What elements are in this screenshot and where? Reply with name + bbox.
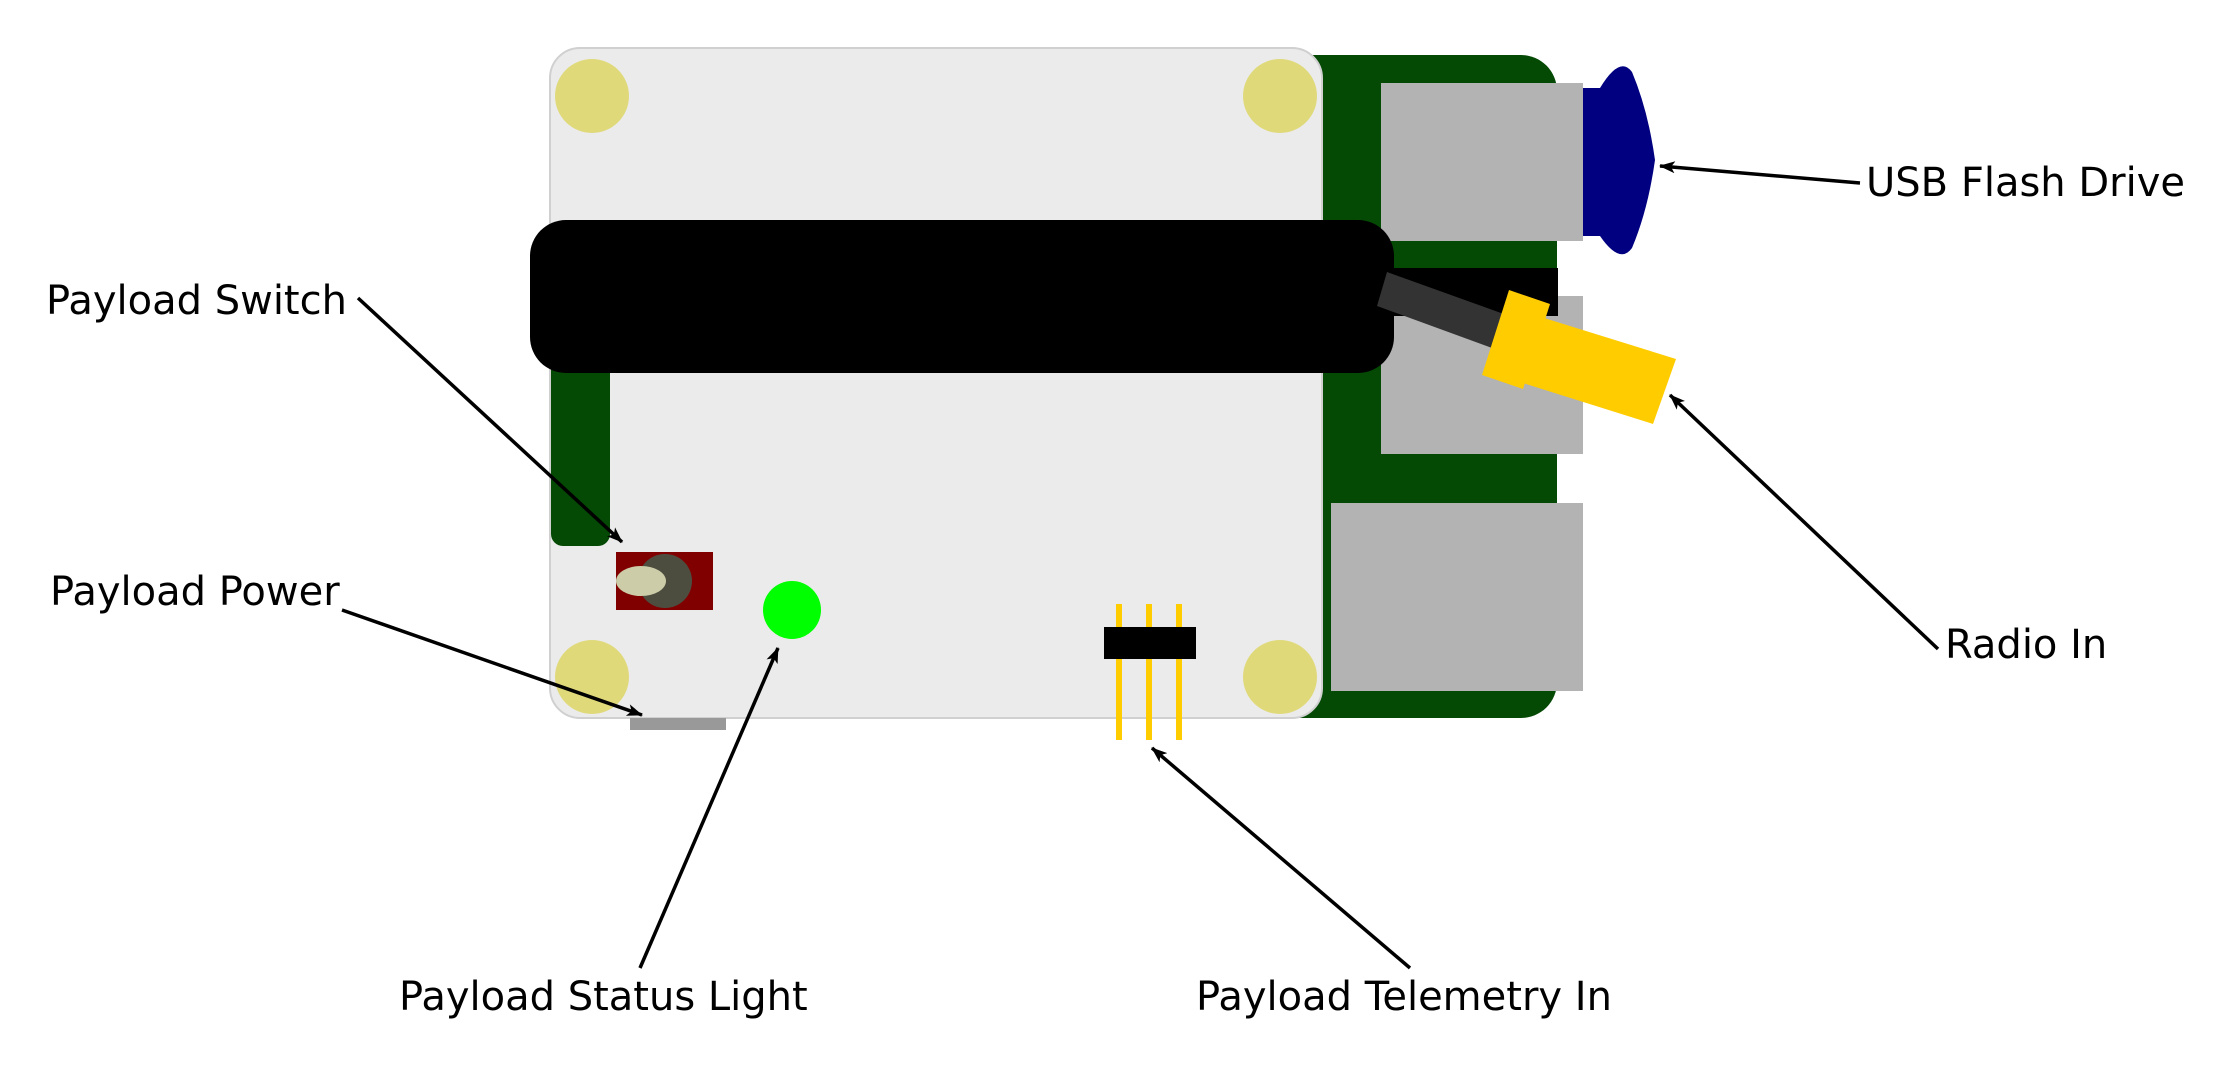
payload-status-light-leader (638, 647, 780, 969)
usb-port-top (1381, 83, 1583, 241)
usb-flash-drive (1583, 66, 1655, 255)
label-payload-status-light: Payload Status Light (399, 974, 808, 1020)
radio-in-connector-nut (1482, 290, 1550, 389)
ethernet-port (1331, 503, 1583, 691)
header-pin-1 (1116, 604, 1122, 740)
payload-switch-leader (356, 296, 624, 544)
header-body (1104, 627, 1196, 659)
label-radio-in: Radio In (1945, 622, 2107, 668)
mount-hole-top-right (1243, 59, 1317, 133)
radio-in-leader (1668, 393, 1940, 651)
payload-telemetry-header (1104, 604, 1196, 740)
label-usb-flash-drive: USB Flash Drive (1866, 160, 2185, 206)
label-payload-power: Payload Power (50, 569, 340, 615)
radio-cable-jacket (1377, 272, 1515, 352)
header-pin-3 (1176, 604, 1182, 740)
mount-hole-bottom-right (1243, 640, 1317, 714)
payload-power-strip (630, 718, 726, 730)
radio-cable-body (530, 220, 1394, 373)
usb-flash-drive-leader (1659, 161, 1861, 185)
label-payload-switch: Payload Switch (46, 278, 347, 324)
label-payload-telemetry-in: Payload Telemetry In (1196, 974, 1612, 1020)
mount-hole-top-left (555, 59, 629, 133)
payload-telemetry-in-leader (1150, 746, 1412, 970)
payload-power-leader (341, 608, 643, 717)
header-pin-2 (1146, 604, 1152, 740)
hat-board (549, 47, 1323, 719)
radio-in-connector-barrel (1507, 313, 1676, 424)
mount-hole-bottom-left (555, 640, 629, 714)
payload-status-light (763, 581, 821, 639)
payload-switch-lever (616, 566, 666, 596)
